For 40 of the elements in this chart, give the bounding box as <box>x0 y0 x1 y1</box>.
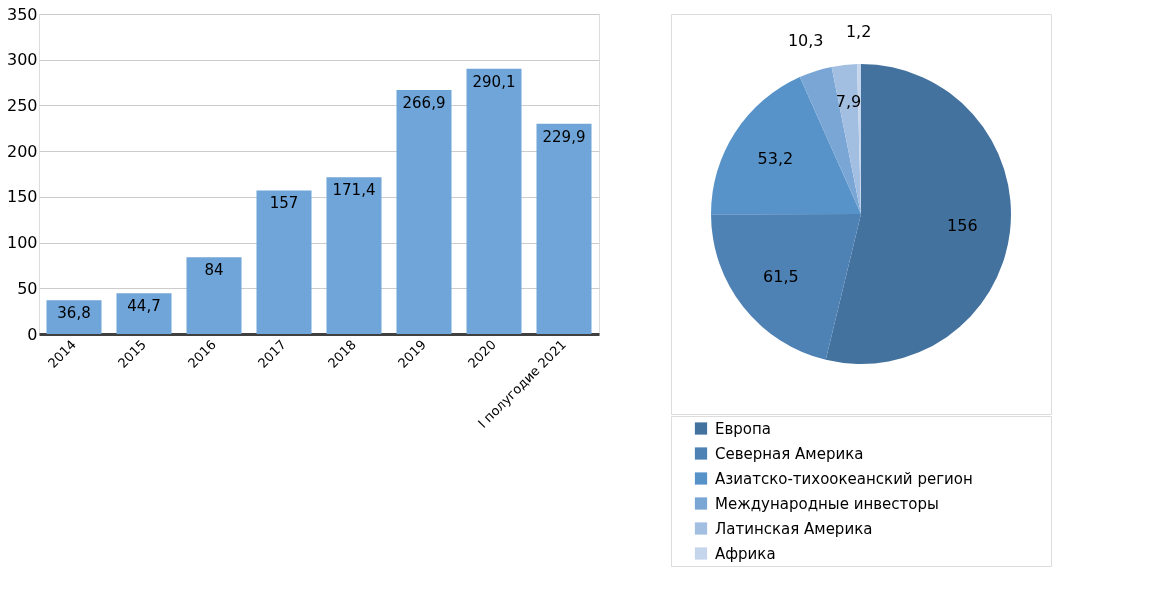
legend-label: Азиатско-тихоокеанский регион <box>715 469 973 488</box>
y-tick-label: 350 <box>6 4 38 24</box>
legend-label: Международные инвесторы <box>715 494 939 513</box>
y-tick-label: 200 <box>6 141 38 161</box>
bar <box>396 89 452 334</box>
data-label: 157 <box>269 194 299 213</box>
bar <box>536 123 592 334</box>
bar <box>186 257 242 334</box>
data-label: 61,5 <box>763 267 799 287</box>
bar <box>256 190 312 334</box>
data-label: 84 <box>204 261 224 280</box>
y-tick-label: 0 <box>27 324 38 344</box>
data-label: 171,4 <box>332 181 376 200</box>
legend-label: Северная Америка <box>715 444 864 463</box>
pie-slice <box>711 77 861 215</box>
y-tick-label: 150 <box>6 187 38 207</box>
bar <box>116 293 172 334</box>
y-tick-label: 250 <box>6 95 38 115</box>
pie-slice <box>799 66 861 214</box>
data-label: 10,3 <box>787 30 824 50</box>
pie-slice <box>831 64 861 214</box>
pie-slice <box>711 214 861 360</box>
data-label: 156 <box>947 216 978 236</box>
y-tick-label: 50 <box>17 278 38 298</box>
data-label: 36,8 <box>57 304 91 323</box>
bar <box>326 177 382 334</box>
pie-slice <box>825 64 1011 364</box>
bar <box>466 68 522 334</box>
y-tick-label: 300 <box>6 50 38 70</box>
legend-label: Европа <box>715 419 772 438</box>
data-label: 53,2 <box>757 148 794 168</box>
legend-label: Латинская Америка <box>715 519 873 538</box>
data-label: 266,9 <box>402 93 446 112</box>
legend-label: Африка <box>715 544 776 563</box>
data-label: 229,9 <box>542 127 586 146</box>
y-tick-label: 100 <box>6 233 38 253</box>
data-label: 1,2 <box>845 22 872 42</box>
data-label: 7,9 <box>835 92 862 112</box>
data-label: 290,1 <box>472 72 516 91</box>
data-label: 44,7 <box>127 297 161 316</box>
